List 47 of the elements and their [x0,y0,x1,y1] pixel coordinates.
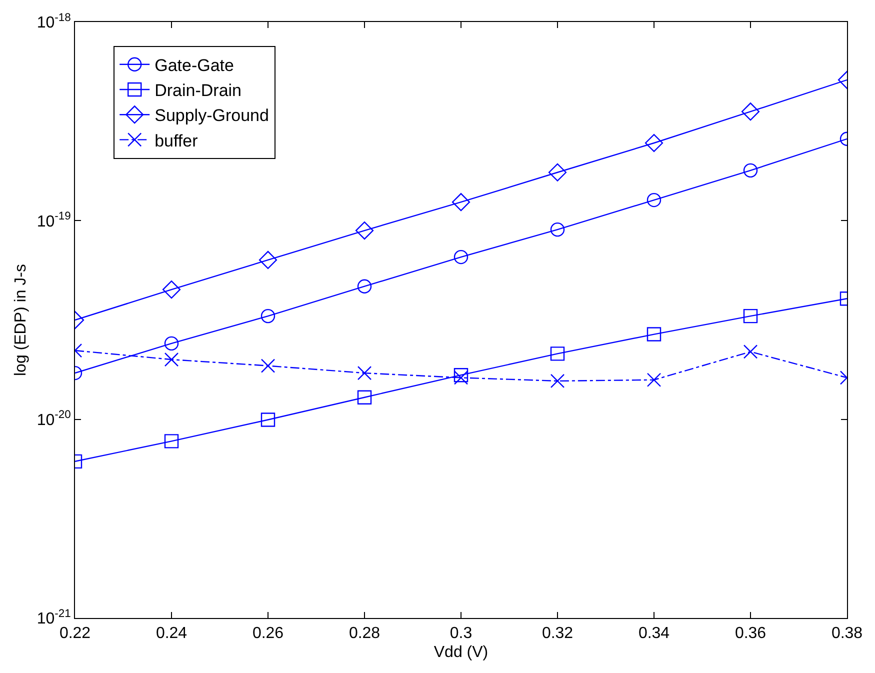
x-tick-label: 0.22 [59,625,91,642]
point [260,308,276,324]
point [646,327,662,342]
y-tick-label: 10$^{-18}$ [36,12,71,32]
point [357,390,372,404]
legend-label: buffer [154,131,198,150]
x-tick-label: 0.26 [252,625,284,642]
y-tick-label: 10$^{-19}$ [36,210,71,230]
point [550,222,565,237]
point [741,102,760,121]
x-tick-label: 0.3 [450,625,472,642]
point [260,358,276,373]
point [162,280,181,299]
point [258,250,278,270]
point [454,368,468,382]
y-tick-label: 10$^{-20}$ [36,409,71,429]
x-tick-label: 0.36 [734,625,766,642]
x-axis-title: Vdd (V) [434,644,488,661]
point [355,221,374,240]
x-tick-label: 0.28 [348,625,380,642]
y-tick-label: 10$^{-21}$ [36,608,71,628]
legend-label: Gate-Gate [154,56,234,76]
point [454,250,468,264]
point [164,434,179,448]
point [743,308,758,324]
point [548,163,567,182]
point [454,370,468,385]
point [260,412,276,427]
point [452,193,470,212]
x-tick-label: 0.32 [542,625,574,642]
point [357,366,372,380]
x-tick-label: 0.24 [156,625,188,642]
point [644,134,664,152]
point [164,352,179,367]
point [164,336,179,351]
point [646,192,662,208]
point [743,344,758,359]
x-tick-label: 0.34 [638,625,670,642]
legend-label: Drain-Drain [154,81,242,100]
point [743,163,758,178]
point [646,372,662,387]
x-tick-label: 0.38 [831,625,863,642]
point [550,374,565,388]
legend-label: Supply-Ground [154,106,269,126]
y-axis-title: log (EDP) in J-s [12,264,30,376]
point [357,279,372,294]
point [550,346,565,361]
